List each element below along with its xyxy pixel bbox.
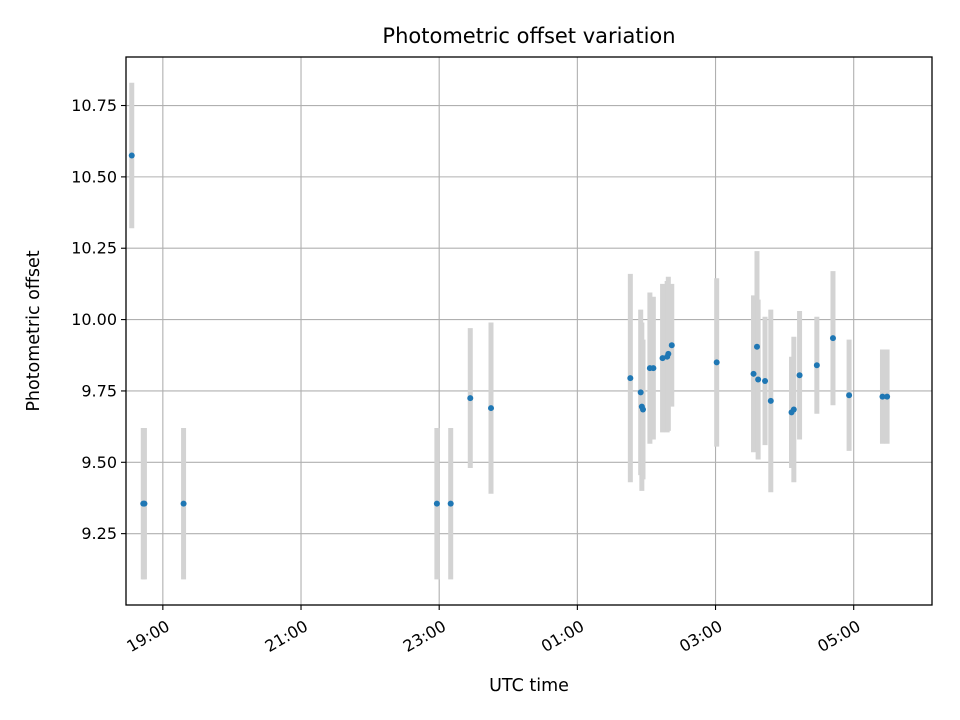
plot-frame [125, 56, 933, 606]
data-point [829, 335, 836, 342]
y-tick-label: 10.50 [71, 167, 117, 186]
data-point [659, 355, 666, 362]
x-axis-label: UTC time [489, 676, 569, 696]
data-point [884, 393, 891, 400]
data-point [180, 500, 187, 507]
data-point [796, 372, 803, 379]
data-point [665, 350, 672, 357]
data-point [879, 393, 886, 400]
y-tick-label: 10.25 [71, 239, 117, 258]
data-point [755, 376, 762, 383]
y-tick-label: 9.50 [81, 453, 117, 472]
y-tick-label: 10.00 [71, 310, 117, 329]
data-points [128, 152, 891, 507]
data-point [750, 370, 757, 377]
data-point [813, 362, 820, 369]
y-axis-label: Photometric offset [24, 250, 44, 411]
data-point [141, 500, 148, 507]
data-point [637, 389, 644, 396]
data-point [467, 395, 474, 402]
y-tick-label: 10.75 [71, 96, 117, 115]
data-point [488, 405, 495, 412]
y-tick-label: 9.75 [81, 381, 117, 400]
data-point [753, 343, 760, 350]
data-point [668, 342, 675, 349]
chart-title: Photometric offset variation [382, 24, 675, 48]
data-point [639, 406, 646, 413]
y-tick-label: 9.25 [81, 524, 117, 543]
data-point [846, 392, 853, 399]
data-point [790, 406, 797, 413]
data-point [447, 500, 454, 507]
data-point [762, 377, 769, 384]
data-point [713, 359, 720, 366]
data-point [627, 375, 634, 382]
data-point [650, 365, 657, 372]
data-point [433, 500, 440, 507]
data-point [767, 397, 774, 404]
data-point [128, 152, 135, 159]
